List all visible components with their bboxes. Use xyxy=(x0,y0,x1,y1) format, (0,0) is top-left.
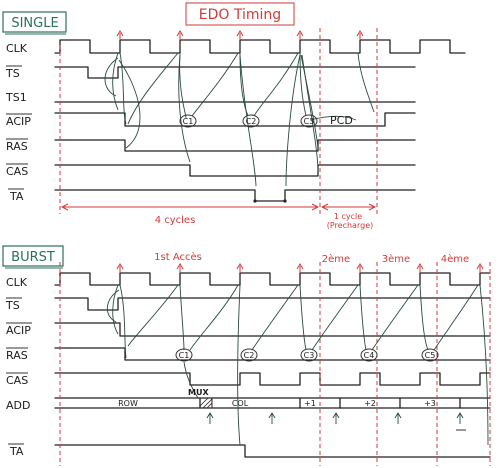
burst-ras-wave xyxy=(54,347,491,361)
burst-addr-p3: +3 xyxy=(424,399,436,408)
burst-label-acip: ACIP xyxy=(6,324,31,337)
burst-cycle-c2: C2 xyxy=(244,351,255,360)
burst-ta-wave xyxy=(54,444,491,458)
burst-cycle-c5: C5 xyxy=(425,351,436,360)
single-arrows xyxy=(104,52,375,203)
burst-addr-labels: MUX ROW COL +1 +2 +3 xyxy=(118,388,436,408)
burst-heading: BURST xyxy=(2,245,64,269)
title-box: EDO Timing xyxy=(185,2,295,26)
single-label-ta: TA xyxy=(9,190,24,203)
burst-mux-label: MUX xyxy=(188,388,209,397)
single-label-ras: RAS xyxy=(6,140,28,153)
single-span-extra-1: 1 cycle xyxy=(334,212,362,221)
burst-cycle-c1: C1 xyxy=(179,351,190,360)
single-cycle-marks: C1 C2 C3 PCD xyxy=(179,114,353,128)
single-cycle-c2: C2 xyxy=(246,117,257,126)
burst-clk-wave xyxy=(54,272,491,286)
burst-label-cas: CAS xyxy=(6,374,28,387)
burst-add-wave xyxy=(54,397,491,409)
single-acip-wave xyxy=(54,112,416,127)
single-cas-wave xyxy=(54,164,416,177)
burst-addr-row: ROW xyxy=(118,399,138,408)
single-cycle-c1: C1 xyxy=(183,117,194,126)
burst-cas-wave xyxy=(54,372,491,386)
single-heading: SINGLE xyxy=(2,11,67,35)
burst-mux-hatch xyxy=(199,397,213,409)
burst-label-ts: TS xyxy=(5,299,20,312)
burst-phase-labels: 1st Accès 2ème 3ème 4ème xyxy=(154,251,469,265)
burst-arrows xyxy=(106,284,489,446)
single-signal-labels: CLK TS TS1 ACIP RAS CAS TA xyxy=(5,42,32,203)
single-label-ts: TS xyxy=(5,67,20,80)
single-label-cas: CAS xyxy=(6,165,28,178)
burst-signal-labels: CLK TS ACIP RAS CAS ADD TA xyxy=(5,276,32,458)
page-title: EDO Timing xyxy=(199,7,281,23)
single-label-ts1: TS1 xyxy=(5,91,27,104)
burst-addr-col: COL xyxy=(232,399,249,408)
burst-acip-wave xyxy=(54,322,491,337)
single-span-labels: 4 cycles 1 cycle (Precharge) xyxy=(155,212,374,230)
single-span-main: 4 cycles xyxy=(155,215,196,226)
burst-waveforms xyxy=(54,272,491,458)
burst-ts-wave xyxy=(54,297,491,311)
burst-cycle-c3: C3 xyxy=(304,351,315,360)
burst-label-clk: CLK xyxy=(6,276,28,289)
single-cycle-c3: C3 xyxy=(304,117,315,126)
single-label-clk: CLK xyxy=(6,42,28,55)
burst-label-ta: TA xyxy=(9,445,24,458)
burst-label-ras: RAS xyxy=(6,349,28,362)
burst-addr-p2: +2 xyxy=(364,399,376,408)
burst-phase-1: 1st Accès xyxy=(154,251,202,263)
single-label-acip: ACIP xyxy=(6,115,31,128)
burst-addr-p1: +1 xyxy=(304,399,316,408)
single-ta-wave xyxy=(54,189,416,202)
burst-red-markers xyxy=(59,262,491,466)
burst-cycle-c4: C4 xyxy=(364,351,375,360)
burst-label-add: ADD xyxy=(6,399,30,412)
single-span-extra-2: (Precharge) xyxy=(327,221,373,230)
single-waveforms xyxy=(54,39,466,202)
single-pcd-label: PCD xyxy=(330,114,353,127)
single-ras-wave xyxy=(54,139,416,152)
burst-cycle-marks: C1 C2 C3 C4 C5 xyxy=(175,348,439,362)
single-red-markers xyxy=(59,28,378,214)
burst-phase-3: 3ème xyxy=(382,253,410,265)
burst-phase-4: 4ème xyxy=(441,253,469,265)
single-clk-wave xyxy=(54,39,466,54)
single-ts-wave xyxy=(54,66,416,79)
burst-heading-text: BURST xyxy=(11,250,55,265)
single-heading-text: SINGLE xyxy=(11,16,58,31)
burst-phase-2: 2ème xyxy=(322,253,350,265)
